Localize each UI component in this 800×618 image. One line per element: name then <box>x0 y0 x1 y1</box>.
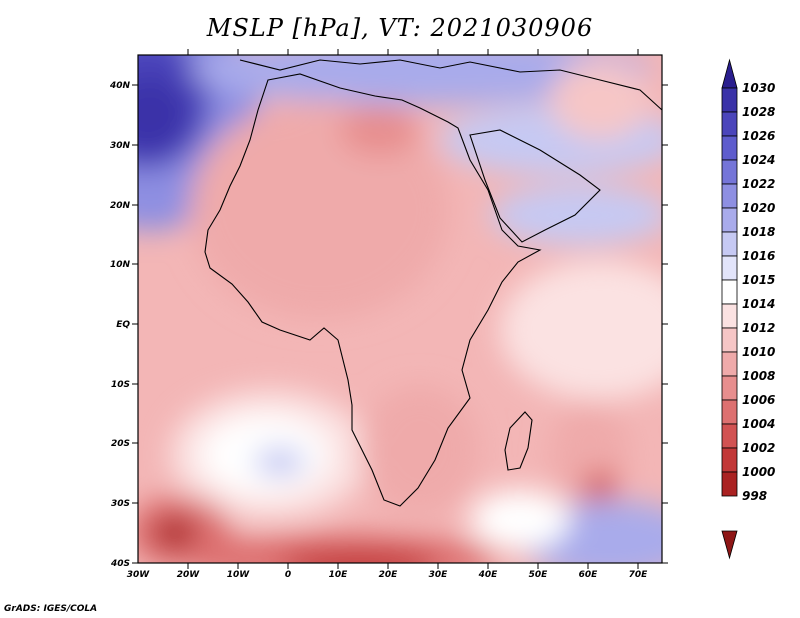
colorbar-label: 1020 <box>742 201 775 215</box>
lon-label: 20E <box>379 570 399 580</box>
colorbar-label: 1022 <box>742 177 775 191</box>
lon-label: 60E <box>579 570 599 580</box>
colorbar-cell <box>721 303 738 329</box>
colorbar-label: 998 <box>742 489 767 503</box>
colorbar-cell <box>721 471 738 497</box>
colorbar-label: 1002 <box>742 441 775 455</box>
lon-label: 20W <box>177 570 201 580</box>
lat-axis <box>132 84 668 564</box>
lon-label: 10W <box>227 570 251 580</box>
colorbar-label: 1000 <box>742 465 775 479</box>
lat-label: EQ <box>116 320 130 330</box>
colorbar-cell <box>721 159 738 185</box>
colorbar-label: 1030 <box>742 81 775 95</box>
colorbar-label: 1004 <box>742 417 775 431</box>
lat-labels: 40N 30N 20N 10N EQ 10S 20S 30S 40S <box>109 81 131 569</box>
colorbar-label: 1010 <box>742 345 775 359</box>
colorbar-cell <box>721 183 738 209</box>
europe-coastline <box>239 59 663 111</box>
lat-label: 20S <box>111 439 130 449</box>
map-title: MSLP [hPa], VT: 2021030906 <box>206 14 594 42</box>
colorbar-label: 1014 <box>742 297 775 311</box>
colorbar-label: 1026 <box>742 129 775 143</box>
lat-label: 10N <box>110 260 131 270</box>
colorbar-cell <box>721 399 738 425</box>
colorbar: 1030 1028 1026 1024 1022 1020 1018 1016 … <box>721 58 775 560</box>
lon-axis <box>187 49 639 569</box>
colorbar-label: 1006 <box>742 393 775 407</box>
arabia-coastline <box>469 129 601 243</box>
lon-label: 30E <box>429 570 449 580</box>
lon-label: 10E <box>329 570 349 580</box>
colorbar-label: 1028 <box>742 105 775 119</box>
colorbar-label: 1016 <box>742 249 775 263</box>
colorbar-label: 1024 <box>742 153 775 167</box>
colorbar-label: 1008 <box>742 369 775 383</box>
lon-label: 0 <box>285 570 291 580</box>
colorbar-label: 1015 <box>742 273 775 287</box>
colorbar-cell <box>721 207 738 233</box>
colorbar-label: 1012 <box>742 321 775 335</box>
colorbar-labels: 1030 1028 1026 1024 1022 1020 1018 1016 … <box>742 81 775 503</box>
colorbar-cell <box>721 135 738 161</box>
lon-label: 30W <box>127 570 151 580</box>
colorbar-cell <box>721 447 738 473</box>
madagascar-coastline <box>504 411 533 471</box>
colorbar-cell <box>721 327 738 353</box>
credit-text: GrADS: IGES/COLA <box>4 604 98 614</box>
lon-label: 70E <box>629 570 649 580</box>
lon-label: 50E <box>529 570 549 580</box>
lat-label: 10S <box>111 380 130 390</box>
map-frame <box>137 54 663 564</box>
colorbar-bottom-arrow <box>721 530 738 560</box>
colorbar-cell <box>721 351 738 377</box>
lat-label: 30N <box>110 141 131 151</box>
colorbar-cell <box>721 255 738 281</box>
lat-label: 40S <box>110 559 130 569</box>
pressure-field <box>138 55 662 563</box>
colorbar-cell <box>721 231 738 257</box>
africa-coastline <box>204 73 542 507</box>
colorbar-top-arrow <box>721 58 738 89</box>
lon-labels: 30W 20W 10W 0 10E 20E 30E 40E 50E 60E 70… <box>127 570 648 580</box>
colorbar-cell <box>721 87 738 113</box>
lat-label: 30S <box>111 499 130 509</box>
colorbar-cell <box>721 375 738 401</box>
colorbar-label: 1018 <box>742 225 775 239</box>
lat-label: 20N <box>110 201 131 211</box>
colorbar-cell <box>721 423 738 449</box>
lat-label: 40N <box>109 81 131 91</box>
colorbar-cell <box>721 279 738 305</box>
lon-label: 40E <box>478 570 499 580</box>
colorbar-cell <box>721 111 738 137</box>
